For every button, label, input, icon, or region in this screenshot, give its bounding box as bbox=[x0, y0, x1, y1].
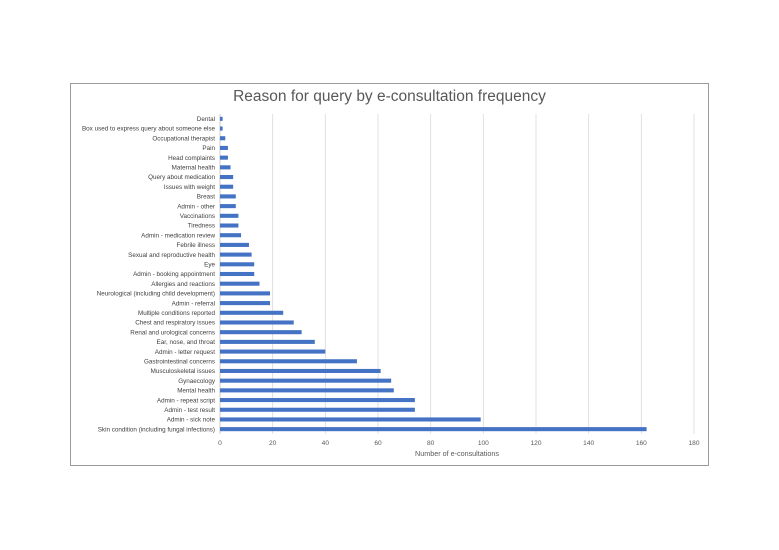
bar bbox=[220, 204, 236, 209]
category-label: Dental bbox=[197, 116, 215, 123]
category-label: Vaccinations bbox=[180, 213, 215, 220]
category-label: Allergies and reactions bbox=[151, 281, 215, 288]
category-label: Admin - test result bbox=[164, 407, 215, 414]
category-label: Admin - booking appointment bbox=[133, 271, 215, 278]
chart-title: Reason for query by e-consultation frequ… bbox=[233, 88, 546, 105]
category-label: Renal and urological concerns bbox=[130, 329, 215, 336]
bar bbox=[220, 407, 415, 412]
bar bbox=[220, 330, 302, 335]
category-label: Query about medication bbox=[148, 174, 215, 181]
category-label: Mental health bbox=[177, 388, 215, 395]
bar bbox=[220, 359, 357, 364]
category-label: Box used to express query about someone … bbox=[82, 126, 216, 133]
category-label: Skin condition (including fungal infecti… bbox=[98, 426, 215, 433]
bars bbox=[220, 116, 647, 432]
category-label: Occupational therapist bbox=[152, 135, 215, 142]
bar bbox=[220, 184, 234, 189]
bar bbox=[220, 233, 242, 238]
bar bbox=[220, 242, 249, 247]
bar bbox=[220, 213, 239, 218]
bar bbox=[220, 388, 394, 393]
bar bbox=[220, 378, 392, 383]
x-tick-label: 100 bbox=[478, 440, 489, 447]
category-label: Eye bbox=[204, 262, 215, 269]
bar bbox=[220, 116, 223, 121]
bar bbox=[220, 174, 234, 180]
bar bbox=[220, 136, 226, 141]
category-label: Issues with weight bbox=[164, 184, 215, 191]
x-tick-label: 60 bbox=[374, 440, 382, 447]
bar bbox=[220, 126, 223, 131]
category-label: Neurological (including child developmen… bbox=[97, 291, 215, 298]
category-label: Gynaecology bbox=[178, 378, 216, 385]
category-label: Gastrointestinal concerns bbox=[144, 358, 215, 365]
x-tick-label: 180 bbox=[688, 440, 699, 447]
bar bbox=[220, 155, 228, 160]
bar bbox=[220, 145, 228, 150]
category-label: Sexual and reproductive health bbox=[128, 252, 215, 259]
category-label: Musculoskeletal issues bbox=[151, 368, 215, 375]
x-tick-label: 0 bbox=[218, 440, 222, 447]
chart-area bbox=[70, 83, 709, 466]
category-label: Breast bbox=[197, 194, 215, 201]
category-labels: Dental Box used to express query about so… bbox=[82, 116, 216, 433]
category-label: Admin - sick note bbox=[167, 417, 216, 424]
x-tick-label: 120 bbox=[530, 440, 541, 447]
bar bbox=[220, 165, 231, 170]
bar bbox=[220, 262, 255, 267]
bar bbox=[220, 223, 239, 228]
bar bbox=[220, 339, 315, 344]
bar bbox=[220, 368, 381, 374]
bar bbox=[220, 194, 236, 199]
bar bbox=[220, 417, 481, 422]
x-tick-label: 160 bbox=[636, 440, 647, 447]
x-tick-label: 40 bbox=[322, 440, 330, 447]
bar bbox=[220, 271, 255, 277]
x-axis-title: Number of e-consultations bbox=[415, 449, 499, 458]
category-label: Admin - other bbox=[177, 203, 215, 210]
category-label: Chest and respiratory issues bbox=[135, 320, 215, 327]
bar bbox=[220, 301, 271, 306]
bar bbox=[220, 349, 326, 354]
category-label: Admin - medication review bbox=[141, 232, 215, 239]
bar bbox=[220, 427, 647, 432]
gridlines bbox=[219, 114, 695, 434]
bar bbox=[220, 398, 415, 403]
bar bbox=[220, 252, 252, 257]
category-label: Head complaints bbox=[168, 155, 215, 162]
x-tick-label: 20 bbox=[269, 440, 277, 447]
category-label: Multiple conditions reported bbox=[138, 310, 216, 317]
bar bbox=[220, 281, 260, 286]
bar bbox=[220, 320, 294, 325]
x-tick-label: 140 bbox=[583, 440, 594, 447]
category-label: Admin - letter request bbox=[155, 349, 215, 356]
bar bbox=[220, 310, 284, 315]
category-label: Febrile illness bbox=[177, 242, 216, 249]
category-label: Admin - referral bbox=[172, 300, 215, 307]
bar bbox=[220, 291, 271, 296]
x-tick-label: 80 bbox=[427, 440, 435, 447]
category-label: Ear, nose, and throat bbox=[157, 339, 216, 346]
category-label: Admin - repeat script bbox=[157, 397, 215, 404]
x-tick-labels: 0 20 40 60 80 100 120 140 160 180 bbox=[218, 440, 700, 447]
category-label: Tiredness bbox=[188, 223, 215, 230]
category-label: Pain bbox=[202, 145, 215, 152]
category-label: Maternal health bbox=[172, 165, 216, 172]
